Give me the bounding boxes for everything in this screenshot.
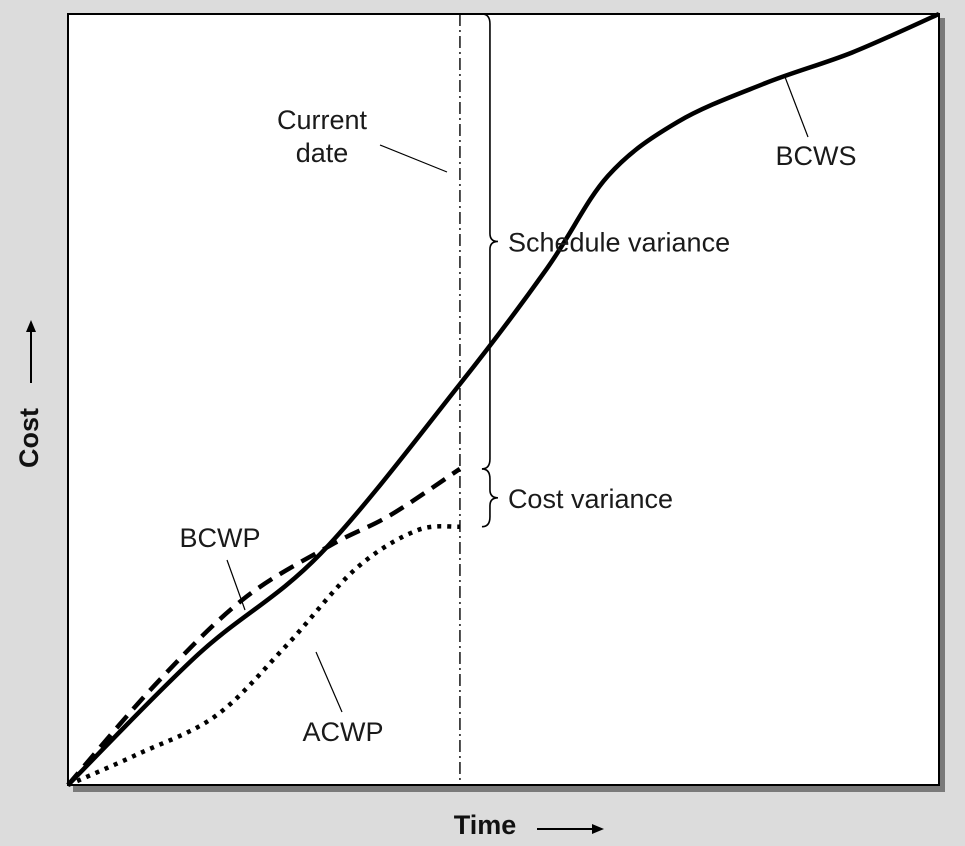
series-acwp-line (67, 524, 461, 788)
series-bcwp-line (66, 467, 462, 787)
cost-variance-label: Cost variance (508, 484, 673, 514)
bcwp-label: BCWP (180, 523, 261, 553)
y-axis-label: Cost (14, 408, 44, 468)
bcwp-leader (226, 559, 246, 611)
chart-marks: Current date BCWS BCWP ACWP Schedule variance… (66, 11, 940, 788)
schedule-variance-brace (481, 13, 498, 470)
y-axis-arrow (26, 320, 36, 383)
acwp-leader (315, 651, 343, 713)
x-axis-label: Time (454, 810, 517, 840)
cost-variance-brace (481, 468, 498, 528)
x-axis-arrow (537, 824, 604, 834)
series-bcws-line (66, 11, 940, 787)
plot-area (67, 13, 940, 786)
acwp-label: ACWP (303, 717, 384, 747)
schedule-variance-label: Schedule variance (508, 227, 730, 257)
bcws-label: BCWS (776, 141, 857, 171)
current-date-label: Current date (277, 105, 368, 168)
current-date-leader (379, 144, 448, 173)
bcws-leader (784, 76, 809, 138)
